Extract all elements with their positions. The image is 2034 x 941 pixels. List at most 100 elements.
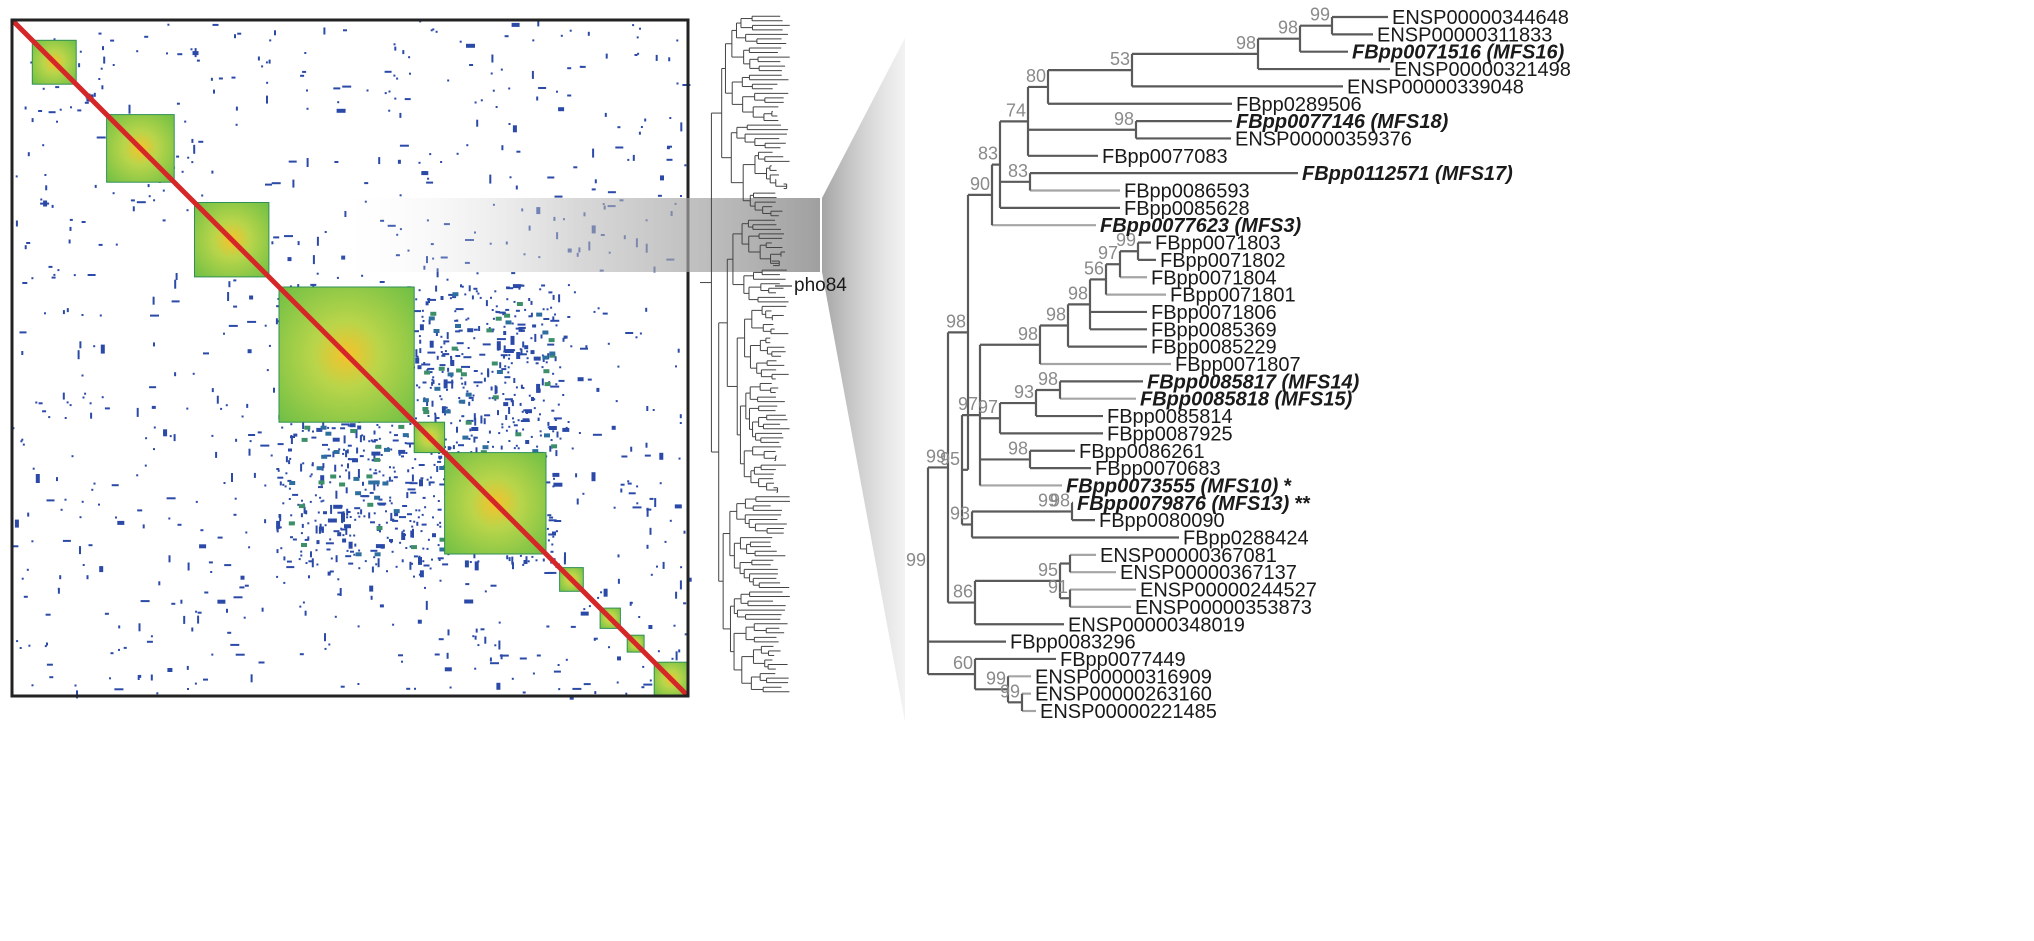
matrix-cell [553, 417, 562, 420]
matrix-cell [118, 625, 121, 629]
matrix-cell [437, 544, 440, 547]
matrix-cell [508, 357, 510, 360]
support-value: 99 [926, 446, 946, 466]
matrix-cell [415, 417, 417, 420]
matrix-cell [258, 661, 265, 664]
matrix-cell [513, 393, 516, 396]
matrix-cell [592, 433, 602, 436]
matrix-cell [176, 102, 180, 105]
matrix-cell [68, 239, 71, 244]
matrix-cell [24, 106, 27, 110]
matrix-cell [132, 206, 135, 212]
matrix-cell [186, 407, 189, 410]
matrix-cell [300, 550, 303, 553]
matrix-cell [168, 555, 171, 563]
matrix-cell [300, 463, 303, 472]
matrix-cell [455, 441, 458, 444]
matrix-cell [334, 615, 337, 618]
matrix-cell [496, 370, 503, 374]
matrix-cell [496, 338, 506, 341]
matrix-cell [407, 513, 412, 516]
matrix-cell [532, 39, 535, 42]
matrix-cell [332, 451, 335, 458]
matrix-cell [191, 627, 194, 632]
matrix-cell [414, 687, 416, 690]
matrix-cell [171, 602, 176, 605]
matrix-cell [38, 402, 43, 405]
matrix-cell [360, 509, 363, 515]
matrix-cell [476, 384, 479, 387]
matrix-cell [593, 310, 596, 313]
matrix-cell [640, 126, 643, 128]
matrix-cell [438, 383, 441, 386]
matrix-cell [492, 89, 495, 92]
matrix-cell [28, 644, 31, 647]
matrix-cell [426, 402, 429, 406]
matrix-cell [521, 326, 526, 329]
matrix-cell [555, 324, 558, 327]
matrix-cell [395, 565, 398, 568]
support-value: 91 [1048, 577, 1068, 597]
matrix-cell [446, 652, 449, 659]
matrix-cell [350, 429, 357, 433]
matrix-cell [418, 556, 422, 565]
matrix-cell [520, 420, 530, 422]
matrix-cell [64, 498, 67, 501]
matrix-cell [447, 372, 454, 377]
matrix-cell [491, 370, 494, 373]
matrix-cell [496, 341, 501, 351]
matrix-cell [496, 311, 501, 314]
matrix-cell [418, 335, 421, 338]
matrix-cell [93, 482, 96, 485]
matrix-diagonal [10, 18, 690, 698]
matrix-cell [607, 342, 610, 345]
matrix-cell [430, 311, 437, 316]
matrix-cell [329, 570, 334, 573]
matrix-cell [675, 591, 678, 599]
matrix-cell [450, 360, 455, 366]
matrix-cell [378, 157, 381, 165]
matrix-cell [675, 651, 678, 661]
matrix-cell [370, 521, 375, 524]
matrix-cell [552, 472, 560, 477]
matrix-cell [505, 308, 510, 311]
matrix-cell [680, 122, 683, 132]
matrix-cell [335, 555, 338, 563]
matrix-cell [645, 442, 648, 448]
matrix-cell [495, 305, 498, 308]
tree-leaf-label: ENSP00000339048 [1347, 76, 1524, 98]
matrix-cell [480, 415, 483, 424]
matrix-cell [414, 458, 417, 461]
matrix-cell [498, 432, 501, 435]
pho84-label: pho84 [794, 275, 847, 296]
matrix-cell [440, 346, 443, 349]
matrix-cell [235, 653, 245, 656]
matrix-cell [233, 305, 238, 308]
matrix-cell [401, 455, 404, 458]
tree-leaf-label: FBpp0077449 [1060, 649, 1186, 671]
matrix-cell [466, 43, 475, 48]
matrix-cell [312, 430, 314, 433]
matrix-cell [48, 265, 53, 268]
matrix-cell [384, 70, 392, 73]
matrix-cell [541, 354, 544, 357]
matrix-cell [234, 497, 237, 500]
matrix-cell [394, 511, 399, 517]
matrix-cell [567, 94, 572, 97]
matrix-cell [501, 423, 504, 426]
matrix-cell [439, 483, 446, 486]
matrix-cell [533, 324, 536, 327]
support-value: 83 [978, 144, 998, 164]
matrix-cell [422, 171, 427, 174]
matrix-cell [109, 677, 111, 680]
matrix-cell [77, 109, 82, 112]
matrix-cell [324, 633, 326, 642]
matrix-cell [432, 379, 435, 384]
matrix-cell [218, 77, 223, 80]
matrix-cell [444, 350, 447, 353]
matrix-cell [491, 309, 494, 311]
matrix-cell [585, 345, 588, 350]
matrix-cell [466, 390, 469, 393]
matrix-cell [591, 472, 596, 482]
matrix-cell [530, 337, 533, 340]
